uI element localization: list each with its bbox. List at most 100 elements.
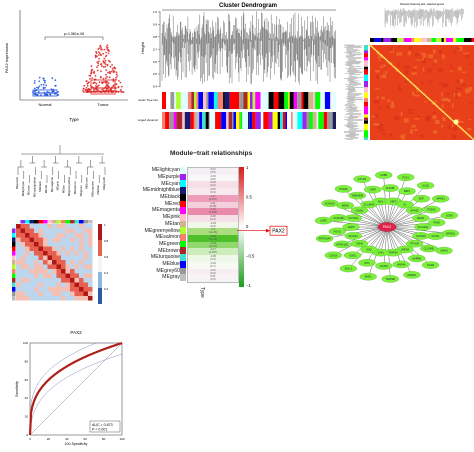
gene-node [336,201,354,210]
heatmap-texture [397,62,400,67]
heatmap-diagonal [377,51,379,54]
heatmap-texture [415,53,420,57]
track-merged-segment [226,112,229,129]
adjacency-cell [34,273,39,278]
heatmap-texture [411,125,416,128]
data-point [102,89,105,92]
adjacency-cell [65,255,70,260]
data-point [110,91,113,93]
module-label: MEgrey60 [156,267,180,274]
adjacency-cell [65,224,70,229]
gene-node-label: KL [403,204,407,207]
adjacency-cell [25,242,30,247]
adjacency-cell [70,291,75,296]
adjacency-cell [56,246,61,251]
heatmap-texture [380,75,385,78]
adjacency-cell [70,237,75,242]
adjacency-cell [79,246,84,251]
y-tick-label: 0.8 [153,35,158,39]
module-swatch [180,167,186,174]
module-swatch [180,200,186,208]
module-label: MEbrown [158,247,180,254]
network-edge [352,226,388,256]
heatmap-diagonal [429,99,432,102]
network-edge [386,198,422,228]
heatmap-diagonal [459,126,462,129]
callout-arrowhead [266,228,270,233]
y-tick-label: 20 [25,415,29,419]
adjacency-cell [43,282,48,287]
gene-node [397,173,415,182]
heatmap-diagonal [396,69,399,72]
adjacency-cell [83,237,88,242]
adjacency-cell [56,228,61,233]
adjacency-cell [38,233,43,238]
adjacency-cell [47,224,52,229]
data-point [104,77,107,79]
data-point [110,70,113,73]
heatmap-diagonal [394,66,396,69]
heatmap-texture [467,128,472,131]
heatmap-texture [449,70,454,73]
track-dynamic-segment [162,92,166,109]
adjacency-cell [38,264,43,269]
color-bar-side [364,123,368,131]
data-point [86,88,89,91]
adjacency-cell [38,242,43,247]
heatmap-texture [374,113,378,119]
adjacency-cell [47,264,52,269]
adjacency-cell [61,246,66,251]
dendrogram-svg: Cluster Dendrogram Height 1.0 0.9 0.8 0.7 0.6 0… [134,3,336,129]
adjacency-cell [74,291,79,296]
adjacency-cell [16,269,21,274]
track-dynamic-segment [278,92,285,109]
data-point [98,54,100,56]
adjacency-cell [47,233,52,238]
track-dynamic-segment [320,92,325,109]
data-point [95,90,98,93]
track-merged-segment [316,112,319,129]
color-bar-top [397,38,404,42]
track-dynamic-segment [308,92,313,109]
heatmap-diagonal [467,134,470,136]
row-color-swatch [12,296,16,301]
heatmap-texture [446,127,448,129]
data-point [113,66,116,69]
adjacency-cell [74,273,79,278]
adjacency-cell [43,296,48,301]
heatmap-diagonal [387,60,390,63]
adjacency-cell [61,273,66,278]
track-dynamic-segment [174,92,176,109]
hub-node-label: PAX2 [383,225,392,229]
heatmap-texture [455,118,460,121]
color-bar-top [445,38,454,42]
row-color-swatch [12,264,16,269]
heatmap-texture [442,104,444,108]
track-dynamic-segment [223,92,225,109]
data-point [105,82,108,84]
adjacency-cell [47,278,52,283]
track-merged-segment [228,112,233,129]
heatmap-diagonal [471,137,474,140]
heatmap-texture [461,71,466,73]
adjacency-cell [65,287,70,292]
gene-node-label: PVALB [339,188,347,191]
x-axis-label: 100-Specificity [65,442,88,446]
gene-node [353,175,371,183]
col-color-swatch [79,220,84,224]
data-point [101,91,104,93]
adjacency-cell [43,237,48,242]
gene-node-label: SCNN1B [333,217,343,220]
heatmap-texture [414,129,418,131]
leaf-label: MEmidnightblue [32,177,36,197]
adjacency-cell [52,255,57,260]
data-point [120,88,122,91]
color-bar-side [364,92,368,99]
y-tick-label: 60 [25,378,29,382]
adjacency-cell [88,251,93,256]
adjacency-cell [79,264,84,269]
x-tick-label: 100 [119,437,124,441]
adjacency-cell [61,269,66,274]
adjacency-cell [83,282,88,287]
track-dynamic-segment [324,92,330,109]
